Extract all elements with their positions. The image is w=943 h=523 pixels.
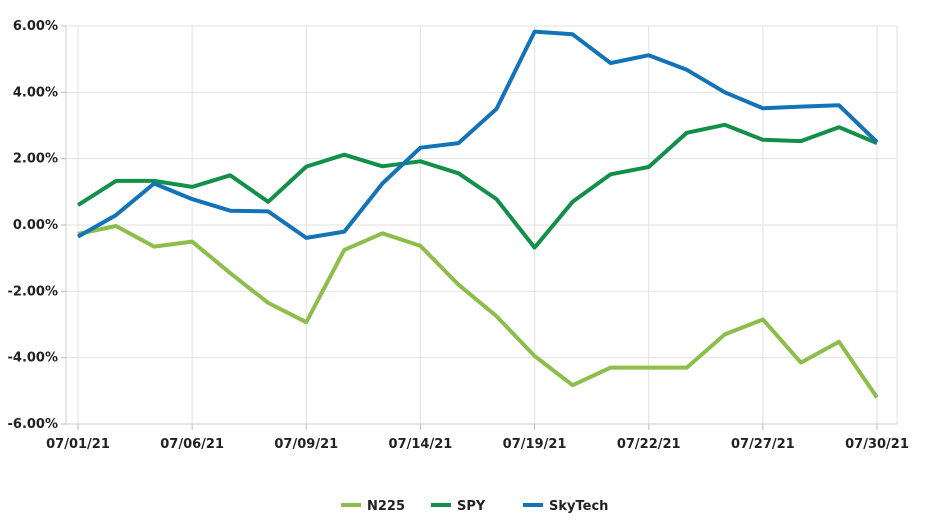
x-tick-label: 07/01/21 xyxy=(46,437,110,452)
y-tick-label: -6.00% xyxy=(8,417,59,432)
legend-item-n225[interactable]: N225 xyxy=(341,499,405,514)
grid xyxy=(66,25,897,425)
x-tick-label: 07/09/21 xyxy=(274,437,338,452)
series-line-skytech xyxy=(77,29,879,240)
x-tick-label: 07/14/21 xyxy=(389,437,453,452)
y-tick-label: -2.00% xyxy=(8,284,59,299)
x-tick-label: 07/06/21 xyxy=(160,437,224,452)
x-tick-label: 07/19/21 xyxy=(503,437,567,452)
series-line-n225 xyxy=(77,224,879,399)
legend-label: SkyTech xyxy=(549,499,608,514)
series-lines xyxy=(76,29,879,399)
y-tick-label: -4.00% xyxy=(8,351,59,366)
x-tick-labels: 07/01/21 07/06/21 07/09/21 07/14/21 07/19/21… xyxy=(46,437,909,452)
x-tick-label: 07/30/21 xyxy=(845,437,909,452)
y-tick-label: 0.00% xyxy=(13,218,58,233)
legend-label: N225 xyxy=(367,499,405,514)
legend-item-skytech[interactable]: SkyTech xyxy=(523,499,608,514)
series-line-spy xyxy=(76,122,878,250)
legend-label: SPY xyxy=(457,499,486,514)
y-tick-label: 4.00% xyxy=(13,85,58,100)
y-tick-label: 2.00% xyxy=(13,152,58,167)
legend[interactable]: N225 SPY SkyTech xyxy=(341,499,608,514)
x-tick-label: 07/22/21 xyxy=(617,437,681,452)
legend-item-spy[interactable]: SPY xyxy=(431,499,486,514)
axes xyxy=(61,25,898,430)
y-tick-label: 6.00% xyxy=(13,19,58,34)
y-tick-labels: 6.00% 4.00% 2.00% 0.00% -2.00% -4.00% -6.00% xyxy=(8,19,59,432)
x-tick-label: 07/27/21 xyxy=(731,437,795,452)
